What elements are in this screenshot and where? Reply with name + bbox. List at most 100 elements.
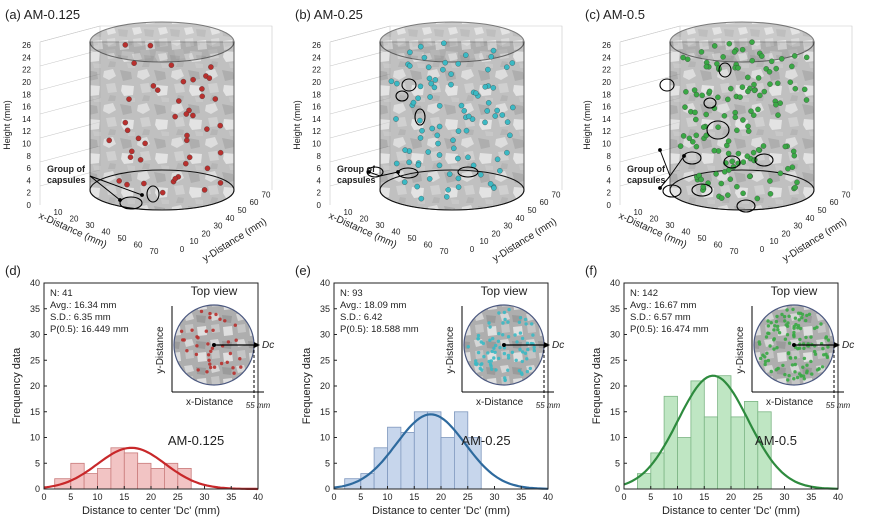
top-view-capsule [497, 311, 501, 315]
capsule [740, 117, 746, 123]
y-tick-label: 5 [325, 458, 330, 468]
top-view-capsule [769, 369, 773, 374]
top-view-capsule [773, 324, 777, 328]
capsule [494, 107, 500, 114]
top-view-capsule [190, 328, 194, 332]
top-view-capsule [518, 316, 523, 320]
top-view-capsule [820, 365, 825, 369]
top-view-inset: Top view Dc 55 mm x-Distance y-Distance [735, 284, 854, 410]
y-distance-tick: 60 [540, 198, 549, 207]
capsule [184, 132, 190, 139]
capsule [767, 81, 773, 87]
inset-y-label: y-Distance [735, 326, 746, 374]
dc-label: Dc [262, 340, 274, 351]
top-view-capsule [777, 331, 782, 335]
capsule [183, 111, 190, 117]
height-tick: 24 [22, 53, 31, 62]
capsule [507, 132, 513, 139]
capsule [445, 187, 451, 193]
top-view-capsule [802, 377, 806, 381]
group-arrows [89, 175, 144, 202]
y-distance-tick: 20 [202, 229, 211, 238]
top-view-capsule [810, 372, 814, 376]
height-tick: 6 [607, 164, 612, 173]
top-view-capsule [531, 333, 535, 337]
capsule [217, 149, 224, 156]
capsule [417, 117, 423, 124]
top-view-capsule [497, 356, 501, 361]
capsule [755, 147, 762, 153]
capsule [745, 128, 752, 134]
capsule [745, 74, 751, 81]
y-tick-label: 40 [610, 278, 620, 288]
bar [703, 416, 719, 490]
capsule [490, 47, 497, 54]
top-view-capsule [822, 353, 826, 357]
x-distance-tick: 40 [392, 228, 401, 237]
top-view-capsule [763, 362, 767, 367]
capsule [436, 123, 443, 130]
top-view-capsule [759, 356, 763, 361]
capsule [684, 56, 691, 62]
dc-label: Dc [842, 340, 854, 351]
bar [83, 473, 98, 490]
top-view-capsule [515, 340, 519, 344]
x-tick-label: 5 [358, 492, 363, 502]
capsule [767, 178, 773, 184]
capsule [504, 64, 510, 70]
top-view-capsule [490, 367, 494, 371]
top-view-capsule [793, 370, 797, 374]
capsule [680, 54, 686, 61]
height-tick: 20 [602, 78, 611, 87]
top-view-capsule [520, 372, 524, 376]
y-distance-label: y-Distance (mm) [201, 216, 269, 264]
top-view-capsule [525, 341, 530, 345]
capsule [415, 162, 422, 168]
capsule [728, 85, 734, 92]
top-view-capsule [791, 307, 795, 312]
top-view-capsule [772, 328, 776, 332]
bars [54, 447, 192, 490]
capsule [425, 149, 431, 155]
capsule [217, 180, 224, 186]
top-view-capsule [518, 331, 523, 335]
capsule [176, 98, 182, 104]
y-distance-tick: 30 [504, 222, 513, 231]
capsule [735, 65, 741, 71]
x-distance-axis: 10 20 30 40 50 60 70 [344, 208, 449, 256]
capsule [491, 185, 497, 191]
top-view-capsule [199, 309, 204, 314]
inset-x-label: x-Distance [186, 397, 234, 408]
top-view-capsule [207, 358, 211, 362]
top-view-capsule [234, 338, 238, 342]
capsule [754, 195, 761, 202]
top-view-capsule [479, 363, 483, 367]
top-view-capsule [480, 368, 484, 372]
height-tick: 20 [22, 78, 31, 87]
height-tick: 22 [602, 66, 611, 75]
histogram-AM-0.5: (f) 0 5 10 15 20 25 30 35 40 0 5 10 15 20 25 30 35 40 Dista… [585, 263, 854, 517]
height-tick: 18 [22, 90, 31, 99]
capsule [482, 84, 488, 90]
grid-line [329, 25, 391, 43]
capsule [463, 52, 469, 58]
capsule [782, 143, 789, 150]
cylinder-top [89, 21, 235, 63]
height-tick: 24 [602, 53, 611, 62]
y-distance-tick: 10 [190, 237, 199, 246]
height-tick: 8 [607, 152, 612, 161]
top-view-capsule [498, 345, 502, 350]
stat-line: S.D.: 6.42 [340, 312, 382, 323]
capsule [734, 183, 740, 190]
capsule [801, 86, 808, 93]
top-view-capsule [476, 350, 481, 355]
top-view-capsule [488, 325, 492, 329]
bar [123, 452, 139, 490]
y-distance-tick: 30 [794, 222, 803, 231]
x-tick-label: 15 [119, 492, 129, 502]
capsule [740, 190, 746, 197]
x-tick-label: 25 [173, 492, 183, 502]
capsule [683, 89, 689, 95]
inset-x-label: x-Distance [766, 397, 814, 408]
